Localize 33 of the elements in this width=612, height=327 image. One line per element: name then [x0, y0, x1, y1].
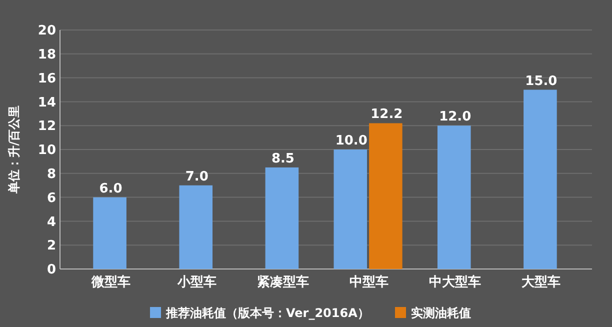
y-tick-label: 16 — [38, 71, 56, 86]
bar — [179, 185, 213, 269]
x-tick-label: 中大型车 — [429, 274, 482, 290]
y-tick-label: 2 — [46, 238, 56, 254]
y-tick-label: 8 — [46, 166, 56, 182]
y-tick-label: 12 — [38, 119, 56, 134]
bar — [265, 167, 299, 269]
bar — [369, 123, 402, 269]
data-label: 12.2 — [370, 107, 403, 122]
data-label: 8.5 — [271, 151, 294, 166]
y-tick-label: 20 — [38, 24, 56, 39]
data-label: 12.0 — [439, 110, 472, 125]
bar — [524, 90, 557, 269]
y-tick-label: 0 — [46, 262, 56, 278]
x-tick-label: 中型车 — [350, 274, 389, 290]
bar — [93, 197, 126, 269]
y-tick-label: 14 — [38, 95, 56, 110]
x-tick-label: 小型车 — [176, 274, 216, 290]
data-label: 6.0 — [99, 181, 122, 196]
x-tick-label: 紧凑型车 — [256, 274, 309, 290]
x-tick-label: 大型车 — [522, 274, 561, 290]
y-tick-label: 10 — [38, 143, 56, 158]
legend-label: 实测油耗值 — [411, 306, 471, 320]
legend-label: 推荐油耗值（版本号：Ver_2016A） — [165, 306, 370, 320]
data-label: 7.0 — [185, 169, 208, 184]
y-tick-label: 18 — [38, 47, 56, 62]
data-label: 15.0 — [525, 74, 558, 89]
bar — [437, 126, 471, 269]
y-tick-label: 6 — [46, 190, 56, 206]
data-label: 10.0 — [335, 134, 368, 148]
y-tick-label: 4 — [46, 214, 56, 230]
x-tick-label: 微型车 — [90, 274, 130, 290]
y-axis-title: 单位：升/百公里 — [7, 105, 21, 195]
